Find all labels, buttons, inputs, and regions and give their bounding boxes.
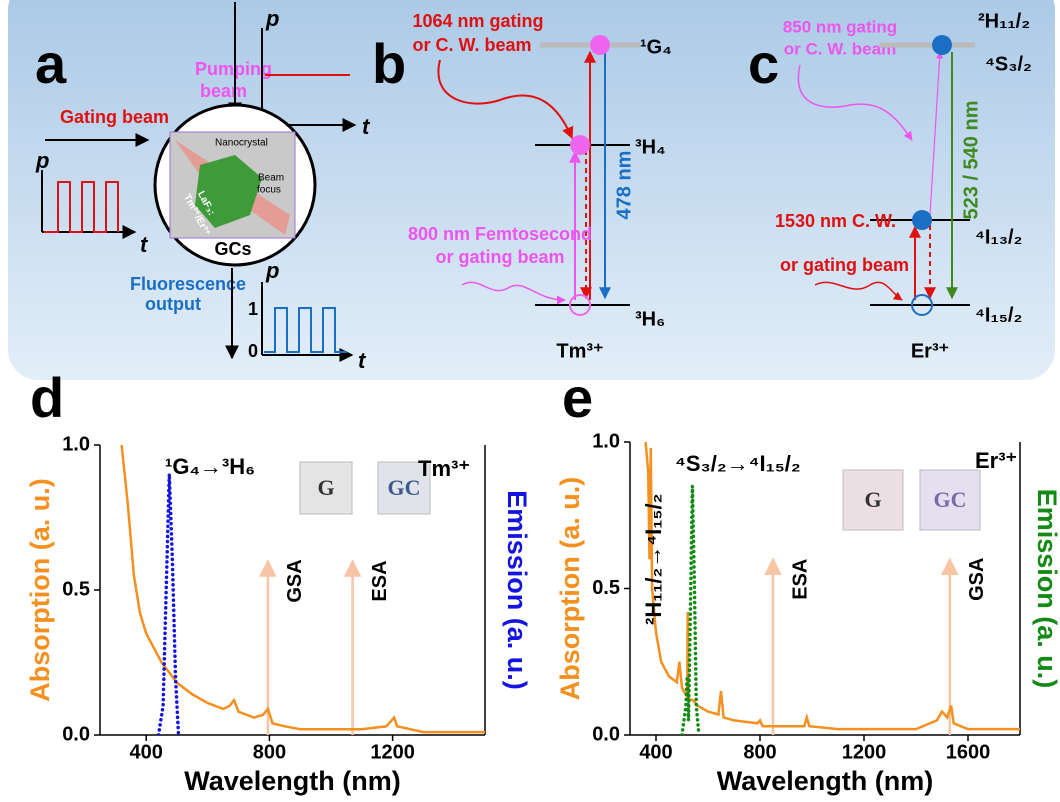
label: or gating beam [780, 255, 909, 275]
transition-label: ²H₁₁/₂→⁴I₁₅/₂ [641, 494, 666, 625]
annotation-label: ESA [369, 560, 391, 601]
level-label: ⁴I₁₅/₂ [975, 304, 1022, 326]
inset-label: GC [388, 475, 421, 500]
y-tick-label: 0.5 [592, 577, 620, 599]
axis-label: p [265, 258, 279, 283]
label: 1064 nm gating [412, 11, 543, 31]
label: or C. W. beam [784, 39, 896, 58]
label: 800 nm Femtosecond [408, 224, 592, 244]
level-label: ³H₄ [635, 136, 666, 158]
panel-label: d [30, 366, 64, 429]
x-tick-label: 400 [639, 741, 672, 763]
y-tick-label: 0.0 [62, 723, 90, 745]
label: Fluorescence [130, 274, 246, 294]
label: Gating beam [60, 107, 169, 127]
charts: d 0.0 0.5 1.0 400 800 1200 Wavelength (nm) Absor… [25, 366, 1060, 796]
x-tick-label: 1200 [842, 741, 887, 763]
annotation-label: GSA [966, 558, 988, 601]
emission-line [159, 474, 179, 735]
panel-label: b [372, 32, 406, 95]
y-axis-label: Absorption (a. u.) [25, 478, 55, 701]
y-axis-label: Absorption (a. u.) [555, 477, 585, 700]
y-tick-label: 0.5 [62, 578, 90, 600]
ion-label: Tm³⁺ [418, 456, 470, 481]
ion-state [932, 35, 952, 55]
ion-state [590, 35, 610, 55]
label: Beam [258, 173, 284, 184]
x-tick-label: 1600 [946, 741, 991, 763]
y-tick-label: 0.0 [592, 723, 620, 745]
y-tick-label: 1.0 [592, 430, 620, 452]
panel-label: e [562, 366, 593, 429]
level-label: ³H₆ [635, 308, 665, 330]
annotation-label: ESA [789, 559, 811, 600]
transition-label: ⁴S₃/₂→⁴I₁₅/₂ [675, 451, 801, 476]
inset-label: G [317, 475, 334, 500]
ion-state [570, 135, 590, 155]
axis-label: p [35, 148, 49, 173]
x-tick-label: 800 [743, 741, 776, 763]
chart: d 0.0 0.5 1.0 400 800 1200 Wavelength (nm) Absor… [25, 366, 532, 796]
label: 523 / 540 nm [960, 101, 982, 220]
level-label: ⁴I₁₃/₂ [975, 226, 1022, 248]
inset-label: G [864, 487, 881, 512]
axis-label: p [265, 6, 279, 31]
label: beam [200, 81, 247, 101]
x-axis-label: Wavelength (nm) [717, 766, 934, 796]
x-tick-label: 400 [130, 741, 163, 763]
panel-label: c [748, 32, 779, 95]
chart: e 0.0 0.5 1.0 400 800 1200 1600 Wavelength (nm) A… [555, 366, 1060, 796]
y-tick-label: 1.0 [62, 433, 90, 455]
ion-state [912, 210, 932, 230]
ion-label: Er³⁺ [911, 340, 949, 362]
x-axis-label: Wavelength (nm) [184, 766, 401, 796]
y2-axis-label: Emission (a. u.) [502, 490, 532, 690]
transition-label: ¹G₄→³H₆ [165, 454, 255, 479]
label: Pumping [195, 59, 272, 79]
x-tick-label: 800 [253, 741, 286, 763]
inset-label: GC [934, 487, 967, 512]
label: focus [257, 185, 281, 196]
label: 0 [248, 341, 258, 361]
level-label: ²H₁₁/₂ [978, 10, 1030, 32]
ion-label: Er³⁺ [975, 448, 1017, 473]
emission-line [682, 486, 699, 735]
level-label: ⁴S₃/₂ [985, 53, 1032, 75]
y2-axis-label: Emission (a. u.) [1032, 489, 1060, 689]
ion-label: Tm³⁺ [556, 340, 603, 362]
annotation-label: GSA [284, 559, 306, 602]
level-label: ¹G₄ [640, 36, 672, 58]
panel-label: a [35, 32, 67, 95]
label: 1 [248, 299, 258, 319]
label: 1530 nm C. W. [775, 211, 896, 231]
label: 850 nm gating [783, 17, 897, 36]
label: output [145, 294, 201, 314]
label: 478 nm [613, 151, 635, 220]
label: or gating beam [435, 247, 564, 267]
figure: a Pumping beam p t Gating beam p t Nanoc… [0, 0, 1060, 802]
x-tick-label: 1200 [370, 741, 415, 763]
label: or C. W. beam [412, 35, 531, 55]
label: GCs [214, 239, 251, 259]
label: Nanocrystal [215, 138, 268, 149]
